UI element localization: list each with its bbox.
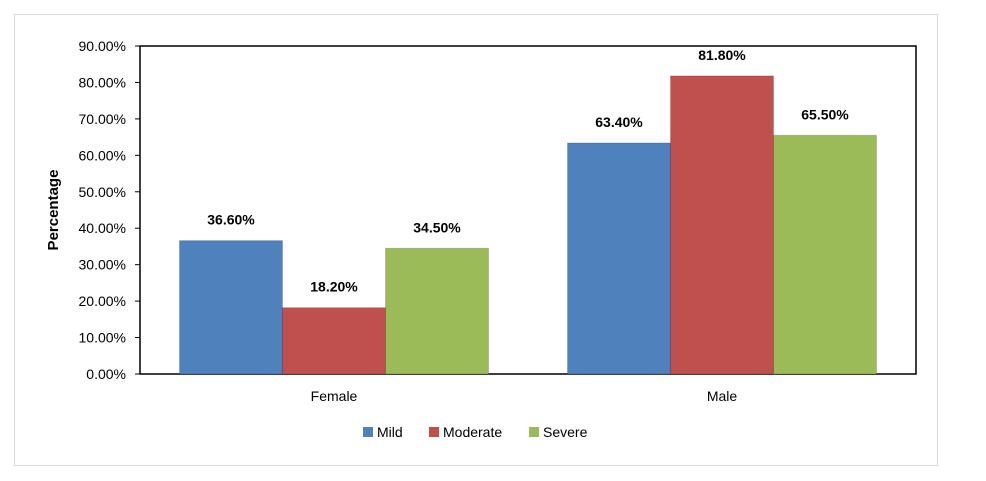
plot-area: 0.00% 10.00% 20.00% 30.00% 40.00% 50.00% 60.00… xyxy=(79,38,917,404)
y-tick-label: 0.00% xyxy=(86,366,126,382)
y-axis-label: Percentage xyxy=(45,170,62,251)
plot-border xyxy=(139,45,917,375)
y-tick-label: 90.00% xyxy=(79,38,126,54)
data-label: 81.80% xyxy=(698,47,746,63)
bar-mild-male xyxy=(567,142,671,375)
x-category-label: Male xyxy=(707,388,738,404)
bar-mild-female xyxy=(179,240,283,375)
y-tick-label: 60.00% xyxy=(79,147,126,163)
bar-severe-male xyxy=(773,134,877,375)
y-tick-label: 40.00% xyxy=(79,220,126,236)
legend-label-severe: Severe xyxy=(543,424,588,440)
bar-severe-female xyxy=(385,247,489,375)
data-label: 65.50% xyxy=(801,106,849,122)
legend-label-moderate: Moderate xyxy=(443,424,502,440)
data-label: 18.20% xyxy=(310,279,358,295)
legend-swatch-mild xyxy=(363,427,373,437)
y-tick-label: 50.00% xyxy=(79,184,126,200)
y-tick-label: 20.00% xyxy=(79,293,126,309)
data-label: 34.50% xyxy=(413,219,461,235)
bar-moderate-female xyxy=(282,307,386,375)
data-label: 63.40% xyxy=(595,114,643,130)
bar-moderate-male xyxy=(670,75,774,375)
x-category-label: Female xyxy=(311,388,358,404)
legend: Mild Moderate Severe xyxy=(363,424,588,440)
data-label: 36.60% xyxy=(207,212,255,228)
y-tick-label: 80.00% xyxy=(79,74,126,90)
y-tick-label: 10.00% xyxy=(79,330,126,346)
legend-swatch-moderate xyxy=(429,427,439,437)
legend-swatch-severe xyxy=(529,427,539,437)
legend-label-mild: Mild xyxy=(377,424,403,440)
y-tick-label: 70.00% xyxy=(79,111,126,127)
y-tick-label: 30.00% xyxy=(79,257,126,273)
